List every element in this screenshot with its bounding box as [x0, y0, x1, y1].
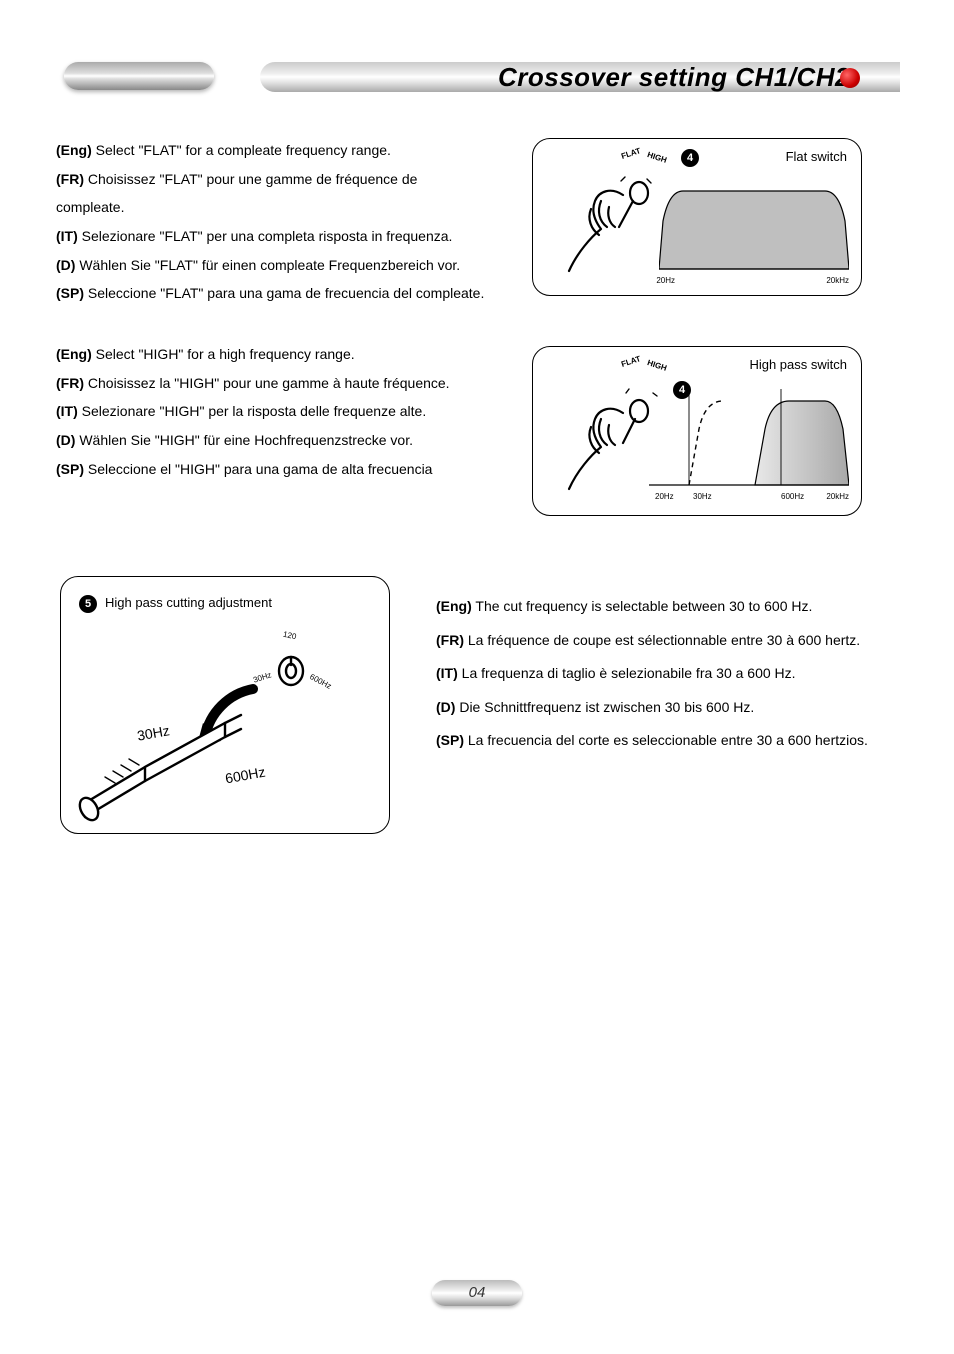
axis-left: 20Hz — [656, 276, 675, 285]
line: (Eng) Select "HIGH" for a high frequency… — [56, 340, 486, 369]
lang-label: (Eng) — [436, 598, 472, 614]
lang-label: (FR) — [436, 632, 464, 648]
line: (FR) Choisissez "FLAT" pour une gamme de… — [56, 165, 486, 222]
lang-label: (IT) — [56, 403, 78, 419]
lang-label: (IT) — [56, 228, 78, 244]
line-text: Select "HIGH" for a high frequency range… — [96, 346, 355, 362]
page-number: 04 — [432, 1280, 522, 1306]
diagram-high-switch: High pass switch 4 FLAT HIGH 20Hz 30Hz 6… — [532, 346, 862, 516]
diagram-label: Flat switch — [786, 149, 847, 164]
lang-label: (D) — [56, 432, 75, 448]
badge-4: 4 — [681, 149, 699, 167]
diagram-label: High pass cutting adjustment — [105, 595, 272, 610]
diagram-flat-switch: Flat switch 4 FLAT HIGH 20Hz 20kHz — [532, 138, 862, 296]
line-text: La frecuencia del corte es seleccionable… — [468, 732, 868, 748]
lang-label: (D) — [436, 699, 455, 715]
diagram-label: High pass switch — [749, 357, 847, 372]
lang-label: (D) — [56, 257, 75, 273]
diagram-cutting-adjustment: 5 High pass cutting adjustment 120 30Hz … — [60, 576, 390, 834]
lang-label: (IT) — [436, 665, 458, 681]
axis-p1: 30Hz — [693, 492, 712, 501]
line: (IT) Selezionare "HIGH" per la risposta … — [56, 397, 486, 426]
line-text: Seleccione el "HIGH" para una gama de al… — [88, 461, 433, 477]
lang-label: (SP) — [56, 285, 84, 301]
hand-switch-icon — [551, 157, 661, 287]
page-header: Crossover setting CH1/CH2 — [0, 62, 954, 96]
accent-dot-icon — [840, 68, 860, 88]
line: (IT) La frequenza di taglio è selezionab… — [436, 657, 906, 691]
line: (D) Die Schnittfrequenz ist zwischen 30 … — [436, 691, 906, 725]
axis-p0: 20Hz — [655, 492, 674, 501]
line: (D) Wählen Sie "FLAT" für einen compleat… — [56, 251, 486, 280]
title-pill: Crossover setting CH1/CH2 — [260, 62, 900, 92]
line-text: Die Schnittfrequenz ist zwischen 30 bis … — [459, 699, 754, 715]
line: (SP) La frecuencia del corte es seleccio… — [436, 724, 906, 758]
lang-label: (FR) — [56, 375, 84, 391]
line-text: Selezionare "FLAT" per una completa risp… — [82, 228, 453, 244]
response-curve-flat — [659, 181, 849, 271]
line: (Eng) Select "FLAT" for a compleate freq… — [56, 136, 486, 165]
line-text: La fréquence de coupe est sélectionnable… — [468, 632, 860, 648]
section-high-text: (Eng) Select "HIGH" for a high frequency… — [56, 340, 486, 483]
line: (SP) Seleccione "FLAT" para una gama de … — [56, 279, 486, 308]
axis-right: 20kHz — [826, 276, 849, 285]
badge-5: 5 — [79, 595, 97, 613]
line: (IT) Selezionare "FLAT" per una completa… — [56, 222, 486, 251]
line: (D) Wählen Sie "HIGH" für eine Hochfrequ… — [56, 426, 486, 455]
line-text: Choisissez "FLAT" pour une gamme de fréq… — [56, 171, 417, 216]
hand-switch-icon — [551, 365, 661, 505]
section-cut-text: (Eng) The cut frequency is selectable be… — [436, 590, 906, 758]
lang-label: (Eng) — [56, 142, 92, 158]
line-text: Select "FLAT" for a compleate frequency … — [96, 142, 391, 158]
section-flat-text: (Eng) Select "FLAT" for a compleate freq… — [56, 136, 486, 308]
line: (Eng) The cut frequency is selectable be… — [436, 590, 906, 624]
line-text: Wählen Sie "FLAT" für einen compleate Fr… — [79, 257, 460, 273]
lang-label: (Eng) — [56, 346, 92, 362]
lang-label: (SP) — [56, 461, 84, 477]
line-text: Seleccione "FLAT" para una gama de frecu… — [88, 285, 484, 301]
line: (FR) Choisissez la "HIGH" pour une gamme… — [56, 369, 486, 398]
lang-label: (SP) — [436, 732, 464, 748]
line-text: Choisissez la "HIGH" pour une gamme à ha… — [88, 375, 450, 391]
response-curve-high — [649, 389, 849, 487]
axis-p2: 600Hz — [781, 492, 804, 501]
line: (FR) La fréquence de coupe est sélection… — [436, 624, 906, 658]
line-text: La frequenza di taglio è selezionabile f… — [462, 665, 796, 681]
lang-label: (FR) — [56, 171, 84, 187]
header-pill-decor — [64, 62, 214, 90]
line: (SP) Seleccione el "HIGH" para una gama … — [56, 455, 486, 484]
line-text: Wählen Sie "HIGH" für eine Hochfrequenzs… — [79, 432, 413, 448]
page-title: Crossover setting CH1/CH2 — [498, 62, 850, 93]
line-text: The cut frequency is selectable between … — [475, 598, 812, 614]
axis-p3: 20kHz — [826, 492, 849, 501]
line-text: Selezionare "HIGH" per la risposta delle… — [82, 403, 427, 419]
screwdriver-knob-icon — [75, 627, 375, 827]
